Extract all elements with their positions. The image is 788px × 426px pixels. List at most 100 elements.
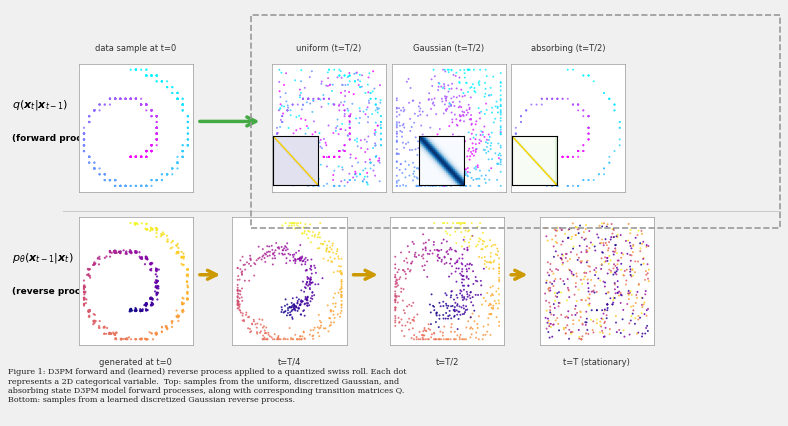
- Point: [453, 169, 466, 176]
- Point: [161, 325, 173, 332]
- Point: [572, 101, 585, 108]
- Point: [598, 165, 611, 172]
- Point: [160, 323, 173, 330]
- Point: [128, 249, 141, 256]
- Point: [119, 182, 132, 189]
- Point: [428, 220, 440, 227]
- Point: [562, 234, 574, 241]
- Point: [281, 240, 293, 247]
- Point: [292, 305, 305, 312]
- Point: [88, 165, 101, 172]
- Point: [279, 243, 292, 250]
- Point: [280, 244, 292, 251]
- Point: [276, 113, 288, 120]
- Point: [447, 135, 459, 142]
- Point: [88, 107, 101, 114]
- Point: [603, 260, 615, 267]
- Point: [335, 304, 348, 311]
- Point: [277, 247, 289, 253]
- Point: [181, 118, 194, 125]
- Point: [623, 263, 636, 270]
- Point: [177, 148, 189, 155]
- Point: [129, 248, 142, 255]
- Point: [281, 307, 294, 314]
- Point: [244, 262, 257, 269]
- Point: [348, 171, 361, 178]
- Point: [543, 320, 556, 327]
- Point: [442, 313, 455, 320]
- Point: [313, 333, 325, 340]
- Point: [145, 294, 158, 301]
- Point: [559, 314, 571, 321]
- Point: [281, 102, 294, 109]
- Point: [641, 270, 654, 277]
- Point: [302, 95, 314, 102]
- Point: [125, 153, 137, 160]
- Point: [466, 150, 478, 157]
- Point: [474, 136, 486, 143]
- Point: [140, 72, 153, 79]
- Point: [459, 225, 472, 231]
- Point: [150, 331, 162, 338]
- Point: [237, 317, 250, 323]
- Point: [481, 259, 493, 265]
- Point: [274, 94, 287, 101]
- Point: [374, 118, 387, 125]
- Point: [285, 222, 298, 229]
- Point: [593, 171, 605, 178]
- Point: [89, 318, 102, 325]
- Point: [465, 83, 478, 90]
- Point: [150, 280, 162, 287]
- Point: [624, 268, 637, 275]
- Point: [177, 253, 190, 260]
- Point: [572, 148, 585, 155]
- Point: [397, 104, 410, 111]
- Point: [288, 305, 301, 311]
- Point: [171, 159, 184, 166]
- Point: [292, 171, 304, 178]
- Point: [155, 171, 168, 178]
- Point: [135, 101, 147, 108]
- Point: [577, 148, 589, 155]
- Point: [393, 167, 406, 173]
- Point: [78, 130, 91, 137]
- Point: [177, 148, 189, 155]
- Point: [273, 245, 285, 252]
- Point: [151, 130, 163, 137]
- Point: [460, 107, 473, 114]
- Point: [78, 142, 91, 149]
- Point: [151, 124, 163, 131]
- Point: [565, 268, 578, 275]
- Point: [145, 148, 158, 155]
- Point: [335, 281, 348, 288]
- Point: [125, 95, 137, 102]
- Point: [571, 226, 584, 233]
- Point: [326, 81, 339, 88]
- Point: [79, 289, 91, 296]
- Point: [114, 95, 127, 102]
- Point: [399, 268, 411, 275]
- Point: [140, 72, 153, 79]
- Point: [451, 307, 463, 314]
- Point: [461, 172, 474, 179]
- Point: [87, 311, 100, 317]
- Point: [635, 227, 648, 234]
- Point: [328, 153, 340, 160]
- Point: [570, 231, 582, 238]
- Point: [150, 279, 162, 286]
- Point: [455, 182, 467, 189]
- Point: [232, 265, 244, 271]
- Point: [119, 95, 132, 102]
- Point: [136, 220, 148, 227]
- Point: [572, 101, 585, 108]
- Point: [603, 159, 615, 166]
- Point: [93, 322, 106, 329]
- Point: [177, 107, 189, 114]
- Point: [460, 112, 473, 118]
- Point: [552, 320, 565, 327]
- Point: [581, 326, 593, 333]
- Point: [351, 173, 363, 180]
- Point: [442, 315, 455, 322]
- Point: [306, 270, 318, 277]
- Point: [446, 302, 459, 309]
